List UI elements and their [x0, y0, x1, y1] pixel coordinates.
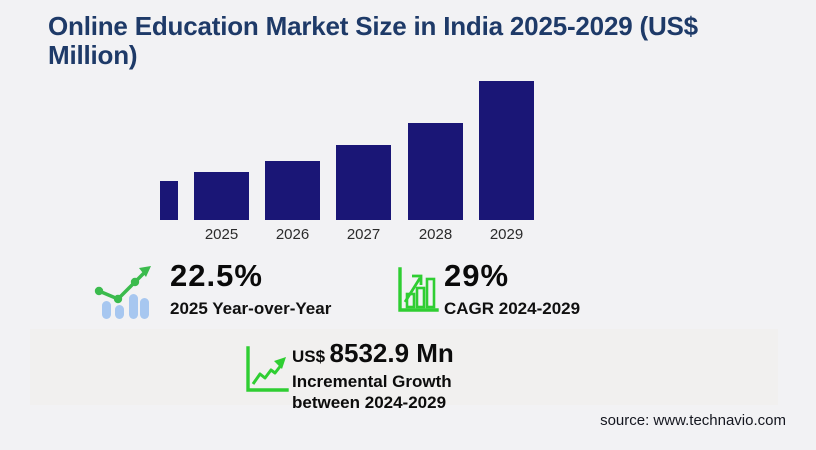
stat-yoy-value: 22.5% [170, 258, 263, 293]
stat-incremental-value: US$ 8532.9 Mn [292, 338, 454, 369]
title-line-1: Online Education Market Size in India 20… [48, 11, 698, 41]
x-axis-label-2025: 2025 [204, 226, 239, 243]
x-axis-label-2028: 2028 [418, 226, 453, 243]
bar-chart-trend-up-icon [94, 266, 151, 319]
bar-chart: 2025 2026 2027 2028 2029 [160, 81, 534, 243]
x-axis-label-2029: 2029 [489, 226, 524, 243]
stat-incremental-label-1: Incremental Growth [292, 372, 452, 391]
stat-yoy-label: 2025 Year-over-Year [170, 299, 332, 318]
stat-incremental: US$ 8532.9 Mn Incremental Growth between… [292, 338, 454, 413]
bar-2026 [265, 161, 320, 220]
stat-cagr-value: 29% [444, 258, 510, 293]
stat-yoy: 22.5% 2025 Year-over-Year [170, 260, 331, 319]
growth-bars-outline-icon [398, 267, 439, 312]
bar-2025 [194, 172, 249, 220]
title-line-2: Million) [48, 40, 138, 70]
bar-2029 [479, 81, 534, 220]
line-growth-arrow-icon [246, 346, 289, 392]
page-title: Online Education Market Size in India 20… [48, 12, 698, 70]
x-axis-label-2026: 2026 [275, 226, 310, 243]
stat-cagr: 29% CAGR 2024-2029 [444, 260, 580, 319]
stat-incremental-amount: 8532.9 Mn [329, 338, 454, 368]
x-axis-label-2027: 2027 [346, 226, 381, 243]
bar-2028 [408, 123, 463, 220]
stat-incremental-label-2: between 2024-2029 [292, 393, 447, 412]
source-attribution: source: www.technavio.com [600, 412, 786, 429]
incremental-growth-panel [30, 329, 778, 405]
bar-2027 [336, 145, 391, 220]
stat-incremental-currency: US$ [292, 347, 326, 366]
stat-cagr-label: CAGR 2024-2029 [444, 299, 581, 318]
bar-2024 [160, 181, 178, 220]
